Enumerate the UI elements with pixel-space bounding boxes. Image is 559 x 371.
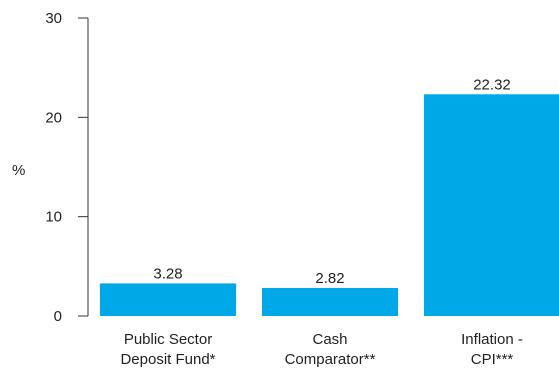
bar-data-label: 2.82 — [315, 270, 344, 287]
bar — [424, 94, 559, 317]
bar-data-label: 3.28 — [153, 265, 182, 282]
y-axis: 0 10 20 30 — [45, 10, 89, 325]
bars: 3.28 2.82 22.32 — [100, 76, 559, 317]
y-tick-label: 10 — [45, 209, 62, 226]
bar — [100, 283, 236, 316]
x-category-label: Inflation - — [461, 331, 523, 348]
bar-data-label: 22.32 — [473, 76, 511, 93]
x-axis: Public Sector Deposit Fund* Cash Comparator… — [120, 331, 522, 368]
y-tick-label: 0 — [54, 308, 62, 325]
x-category-label: Comparator** — [285, 351, 376, 368]
x-category-label: Public Sector — [124, 331, 212, 348]
y-axis-label: % — [12, 162, 25, 179]
bar — [262, 287, 398, 316]
x-category-label: Cash — [312, 331, 347, 348]
x-category-label: CPI*** — [471, 351, 514, 368]
y-tick-label: 30 — [45, 10, 62, 27]
y-tick-label: 20 — [45, 109, 62, 126]
x-category-label: Deposit Fund* — [120, 351, 215, 368]
